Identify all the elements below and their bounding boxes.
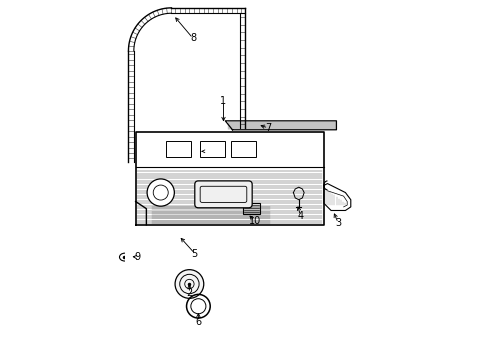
Text: 7: 7	[265, 123, 271, 133]
Text: 2: 2	[186, 288, 193, 298]
Bar	[231, 140, 256, 157]
Text: 6: 6	[196, 317, 201, 327]
Text: 9: 9	[134, 252, 141, 262]
Bar	[166, 140, 191, 157]
Text: 10: 10	[248, 216, 261, 226]
Text: 5: 5	[192, 248, 198, 258]
Text: 4: 4	[297, 211, 304, 221]
Text: 8: 8	[190, 33, 196, 43]
Circle shape	[147, 179, 174, 206]
FancyBboxPatch shape	[195, 181, 252, 208]
Text: 1: 1	[220, 96, 226, 106]
Bar	[125, 252, 132, 262]
Bar	[200, 140, 225, 157]
Circle shape	[175, 270, 204, 298]
Bar	[243, 203, 260, 214]
Text: 3: 3	[335, 218, 342, 228]
